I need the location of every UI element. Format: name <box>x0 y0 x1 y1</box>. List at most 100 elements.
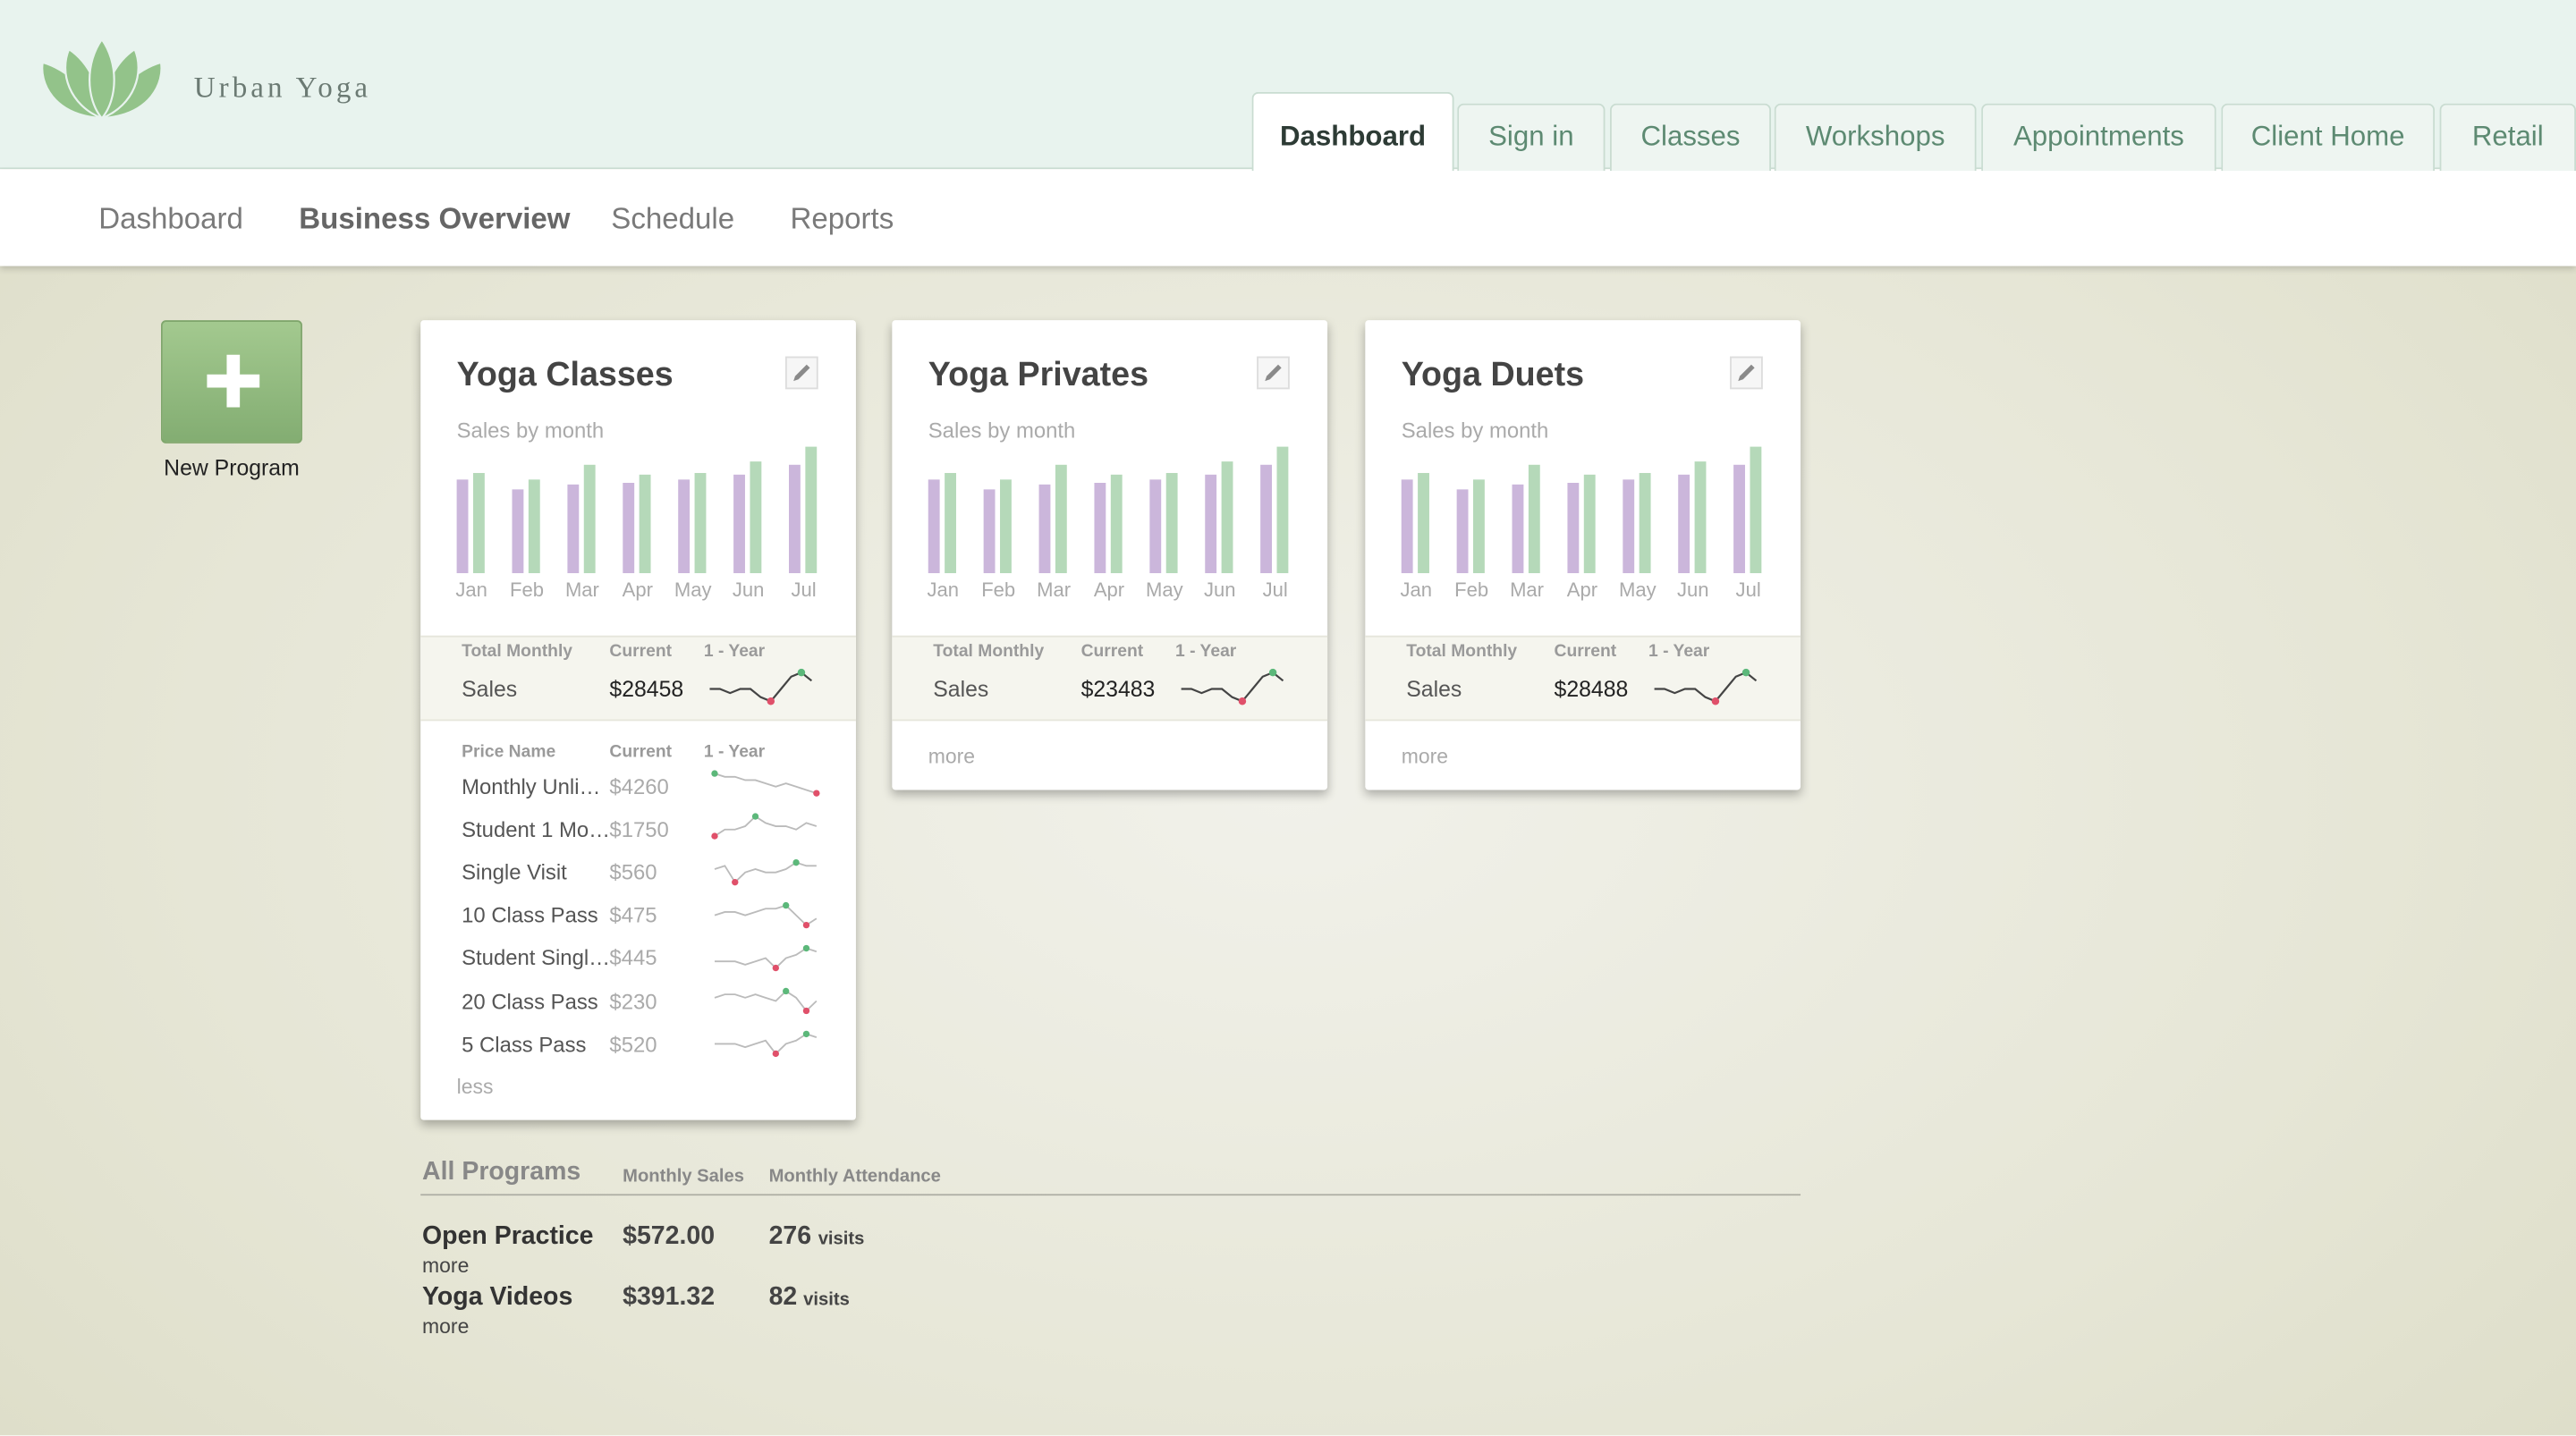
price-name: 20 Class Pass <box>462 988 598 1014</box>
bar <box>1623 479 1635 574</box>
sparkline-dot <box>792 858 800 866</box>
month-label: Jan <box>1401 579 1433 601</box>
sparkline <box>714 858 817 886</box>
bar <box>1528 464 1540 574</box>
summary-band <box>892 635 1328 722</box>
subnav-item[interactable]: Schedule <box>611 201 735 235</box>
sparkline-dot <box>1711 697 1720 705</box>
edit-button[interactable] <box>1730 356 1763 390</box>
month-label: Jul <box>1736 579 1761 601</box>
nav-tab-label[interactable]: Workshops <box>1805 121 1945 152</box>
bar-chart: Jan Feb Mar Apr May Jun Jul <box>455 446 818 601</box>
attendance-unit: visits <box>818 1228 865 1248</box>
price-name: 5 Class Pass <box>462 1031 587 1057</box>
nav-tab-label[interactable]: Appointments <box>2012 121 2184 152</box>
sparkline-line <box>714 990 818 1012</box>
program-card: Yoga Duets Sales by month Jan Feb Mar Apr May J… <box>1365 320 1801 790</box>
bar <box>1094 483 1106 574</box>
sparkline-line <box>709 671 813 703</box>
subnav <box>0 169 2576 266</box>
price-current: $4260 <box>609 774 669 799</box>
bar <box>567 484 580 574</box>
sparkline <box>714 901 818 929</box>
nav-tab-label[interactable]: Retail <box>2471 121 2544 152</box>
bar <box>1733 464 1745 574</box>
program-card: Yoga Classes Sales by month Jan Feb Mar Apr Ma… <box>420 320 856 1120</box>
new-program-button[interactable] <box>161 320 302 443</box>
summary-label: Sales <box>462 677 518 702</box>
sparkline-dot <box>802 1030 810 1038</box>
sparkline <box>714 944 818 972</box>
nav-tab[interactable]: Sign in <box>1457 103 1606 172</box>
nav-tab-label[interactable]: Sign in <box>1488 121 1574 152</box>
bar <box>639 474 651 574</box>
program-name: Open Practice <box>422 1221 594 1251</box>
nav-tab[interactable]: Client Home <box>2221 103 2436 172</box>
column-header: Current <box>1554 641 1617 662</box>
nav-tab-label[interactable]: Classes <box>1640 121 1741 152</box>
nav-tab[interactable]: Appointments <box>1981 103 2216 172</box>
edit-button[interactable] <box>1257 356 1290 390</box>
month-label: Jun <box>1677 579 1709 601</box>
toggle-link[interactable]: less <box>456 1075 494 1099</box>
price-current: $560 <box>609 859 657 885</box>
bar <box>983 489 996 574</box>
bar-chart: Jan Feb Mar Apr May Jun Jul <box>928 446 1289 601</box>
toggle-link[interactable]: more <box>928 745 976 769</box>
month-label: Jun <box>1204 579 1236 601</box>
bar <box>583 464 596 574</box>
more-link[interactable]: more <box>422 1314 470 1339</box>
card-title: Yoga Duets <box>1401 356 1585 394</box>
program-card: Yoga Privates Sales by month Jan Feb Mar Apr M… <box>892 320 1328 790</box>
price-name: Monthly Unli… <box>462 774 601 799</box>
bar <box>528 479 540 574</box>
bar <box>678 479 691 574</box>
bar <box>1110 474 1123 574</box>
price-current: $445 <box>609 945 657 971</box>
sparkline-dot <box>772 964 779 972</box>
edit-button[interactable] <box>784 356 818 390</box>
bar <box>805 446 818 574</box>
summary-band <box>420 635 856 722</box>
bar <box>1276 446 1289 574</box>
subnav-item[interactable]: Business Overview <box>299 201 571 235</box>
pencil-shape <box>793 364 810 382</box>
month-label: Apr <box>1567 579 1597 601</box>
card-subtitle: Sales by month <box>1401 418 1549 443</box>
bar <box>1512 484 1524 574</box>
program-sales: $391.32 <box>623 1282 716 1312</box>
month-label: Feb <box>981 579 1015 601</box>
sparkline <box>1654 668 1758 705</box>
bar <box>1473 479 1485 574</box>
column-header: 1 - Year <box>1648 641 1710 662</box>
bar <box>512 489 524 574</box>
nav-tab-label[interactable]: Client Home <box>2250 121 2405 152</box>
summary-band <box>1365 635 1801 722</box>
toggle-link[interactable]: more <box>1401 745 1449 769</box>
brand: Urban Yoga <box>193 70 372 104</box>
bar <box>1401 479 1413 574</box>
sparkline-dot <box>711 770 718 777</box>
sparkline-line <box>714 1033 818 1055</box>
nav-tab[interactable]: Workshops <box>1774 103 1977 172</box>
column-header: Total Monthly <box>1406 641 1518 662</box>
subnav-item[interactable]: Reports <box>790 201 894 235</box>
sparkline <box>711 770 820 797</box>
new-program-label[interactable]: New Program <box>164 455 300 480</box>
sparkline-line <box>1654 671 1758 703</box>
sparkline-dot <box>802 1007 810 1015</box>
nav-tab[interactable]: Classes <box>1610 103 1772 172</box>
subnav-item[interactable]: Dashboard <box>98 201 243 235</box>
nav-tab[interactable]: Retail <box>2439 103 2576 172</box>
nav-tab-label[interactable]: Dashboard <box>1279 121 1427 152</box>
nav-tab[interactable]: Dashboard <box>1251 91 1454 172</box>
column-header: Current <box>609 641 673 662</box>
sparkline-dot <box>783 987 790 995</box>
bar <box>1221 461 1233 574</box>
month-label: Feb <box>1454 579 1488 601</box>
more-link[interactable]: more <box>422 1254 470 1278</box>
month-label: Apr <box>623 579 653 601</box>
bar <box>1567 483 1580 574</box>
column-header: 1 - Year <box>703 641 766 662</box>
card-title: Yoga Privates <box>928 356 1149 394</box>
